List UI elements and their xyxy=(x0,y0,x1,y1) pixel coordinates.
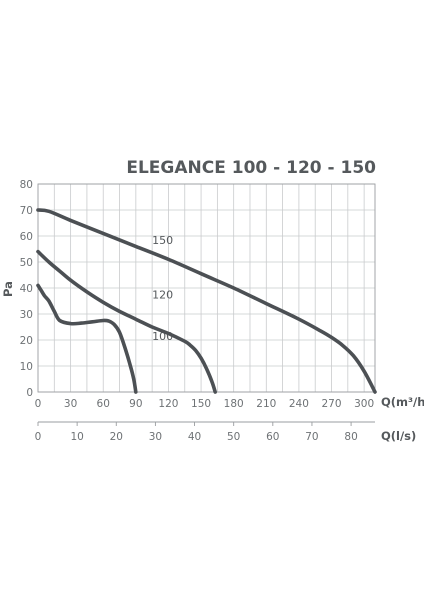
grid-lines xyxy=(37,183,376,426)
curve-150 xyxy=(36,208,377,394)
y-axis-label: Pa xyxy=(1,281,15,297)
y-tick-label-80: 80 xyxy=(20,179,33,191)
x2-tick-label-0: 0 xyxy=(35,431,42,443)
x-tick-label-0: 0 xyxy=(35,398,42,410)
y-tick-label-0: 0 xyxy=(26,387,33,399)
x-tick-label-60: 60 xyxy=(97,398,110,410)
x-axis-label: Q(m³/h) xyxy=(381,395,424,409)
x-tick-label-300: 300 xyxy=(354,398,374,410)
x2-tick-label-50: 50 xyxy=(227,431,240,443)
x2-tick-label-30: 30 xyxy=(149,431,162,443)
y-tick-label-40: 40 xyxy=(20,283,33,295)
x-secondary-axis-label: Q(l/s) xyxy=(381,429,416,443)
x-tick-label-210: 210 xyxy=(256,398,276,410)
x2-tick-label-60: 60 xyxy=(266,431,279,443)
y-tick-label-60: 60 xyxy=(20,231,33,243)
x2-tick-label-20: 20 xyxy=(110,431,123,443)
tick-labels: 0 10 20 30 40 50 60 70 80 0 30 60 90 120 150 180 210 240 2… xyxy=(20,179,375,443)
x2-tick-label-10: 10 xyxy=(70,431,83,443)
x-tick-label-270: 270 xyxy=(321,398,341,410)
y-tick-label-10: 10 xyxy=(20,361,33,373)
curve-100 xyxy=(36,283,138,394)
x-tick-label-150: 150 xyxy=(191,398,211,410)
x-tick-label-240: 240 xyxy=(289,398,309,410)
x-tick-label-90: 90 xyxy=(129,398,142,410)
x-tick-label-30: 30 xyxy=(64,398,77,410)
x-tick-label-180: 180 xyxy=(224,398,244,410)
y-tick-label-30: 30 xyxy=(20,309,33,321)
curve-120 xyxy=(36,249,217,394)
x-tick-label-120: 120 xyxy=(158,398,178,410)
y-tick-label-70: 70 xyxy=(20,205,33,217)
series-label-120: 120 xyxy=(152,288,173,301)
y-tick-label-50: 50 xyxy=(20,257,33,269)
series-label-150: 150 xyxy=(152,234,173,247)
x2-tick-label-80: 80 xyxy=(344,431,357,443)
chart-title: ELEGANCE 100 - 120 - 150 xyxy=(126,158,376,178)
x2-tick-label-70: 70 xyxy=(305,431,318,443)
x2-tick-label-40: 40 xyxy=(188,431,201,443)
y-tick-label-20: 20 xyxy=(20,335,33,347)
